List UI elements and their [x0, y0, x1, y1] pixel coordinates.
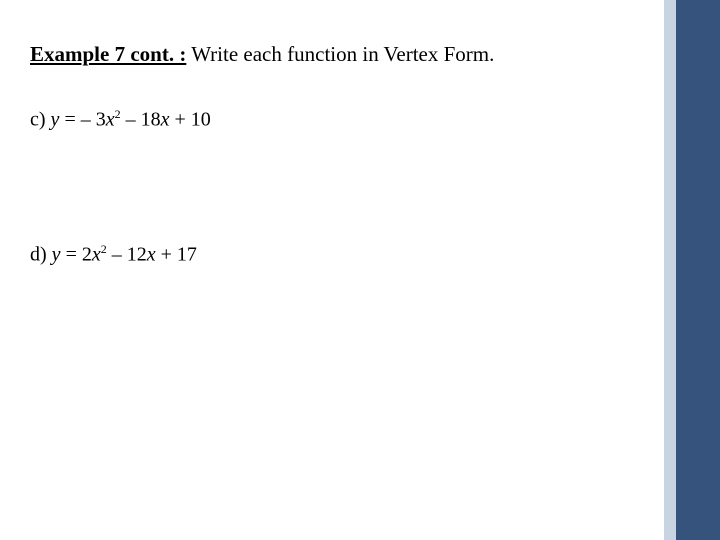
var-x: x [106, 109, 115, 131]
eq-text: = 2 [61, 243, 92, 265]
example-heading: Example 7 cont. : Write each function in… [30, 42, 630, 67]
problem-c-label: c) [30, 109, 51, 131]
problem-d: d) y = 2x2 – 12x + 17 [30, 242, 630, 267]
eq-text: = – 3 [59, 109, 105, 131]
var-x2: x [161, 109, 170, 131]
tail-text: + 10 [170, 109, 211, 131]
slide-content: Example 7 cont. : Write each function in… [0, 0, 630, 376]
var-x: x [92, 243, 101, 265]
problem-c: c) y = – 3x2 – 18x + 10 [30, 107, 630, 132]
heading-title: Example 7 cont. : [30, 42, 186, 66]
tail-text: + 17 [156, 243, 197, 265]
mid-text: – 18 [121, 109, 161, 131]
var-y: y [52, 243, 61, 265]
problem-d-label: d) [30, 243, 52, 265]
mid-text: – 12 [107, 243, 147, 265]
heading-instruction: Write each function in Vertex Form. [186, 42, 494, 66]
sidebar-stripe-light [664, 0, 676, 540]
var-x2: x [147, 243, 156, 265]
sidebar-stripe-dark [676, 0, 720, 540]
